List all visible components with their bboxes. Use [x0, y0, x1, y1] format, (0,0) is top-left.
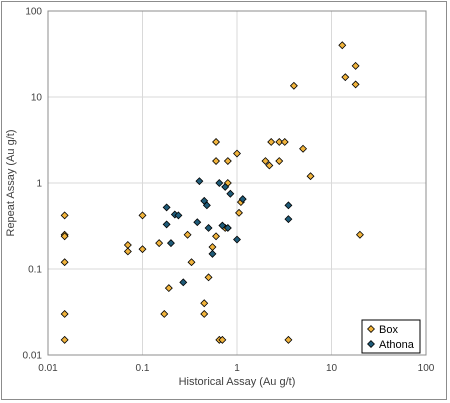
data-point-box	[138, 211, 147, 220]
data-point-box	[123, 247, 132, 256]
data-point-box	[351, 61, 360, 70]
data-point-athona	[284, 201, 293, 210]
data-point-box	[261, 157, 270, 166]
data-point-box	[155, 239, 164, 248]
data-point-box	[212, 232, 221, 241]
data-point-box	[208, 243, 217, 252]
data-point-athona	[284, 215, 293, 224]
x-axis-title: Historical Assay (Au g/t)	[179, 376, 296, 388]
y-tick-label: 0.01	[23, 351, 43, 362]
data-point-box	[164, 284, 173, 293]
data-point-box	[341, 73, 350, 82]
data-point-box	[233, 149, 241, 158]
data-point-athona	[162, 203, 171, 212]
data-point-athona	[208, 249, 217, 258]
data-point-athona	[223, 224, 232, 232]
y-tick-label: 1	[36, 179, 42, 190]
data-point-box	[218, 335, 227, 344]
data-points	[60, 41, 364, 344]
plot-area-border	[47, 10, 427, 356]
data-point-box	[212, 157, 221, 166]
data-point-athona	[238, 195, 247, 204]
data-point-box	[299, 144, 308, 153]
legend-marker-athona	[367, 340, 375, 348]
data-point-box	[160, 310, 169, 318]
data-point-box	[267, 138, 276, 146]
data-point-box	[284, 335, 293, 344]
legend-label-athona: Athona	[379, 339, 415, 351]
legend-box	[361, 319, 421, 354]
data-point-box	[60, 258, 69, 267]
data-point-box	[306, 172, 315, 181]
y-tick-label: 0.1	[28, 265, 42, 276]
data-point-box	[223, 157, 232, 166]
data-point-athona	[193, 218, 202, 227]
legend: Box Athona	[361, 319, 421, 354]
data-point-box	[60, 232, 69, 241]
data-point-box	[355, 230, 364, 239]
x-tick-label: 10	[326, 363, 338, 374]
data-point-athona	[179, 278, 188, 287]
data-point-athona	[162, 220, 171, 229]
data-point-box	[275, 138, 284, 146]
x-tick-label: 0.01	[38, 363, 58, 374]
data-point-box	[183, 230, 192, 239]
data-point-box	[187, 258, 196, 267]
data-point-athona	[195, 177, 204, 186]
data-point-box	[60, 211, 69, 220]
y-axis-title: Repeat Assay (Au g/t)	[5, 130, 17, 237]
legend-marker-box	[367, 325, 375, 333]
data-point-box	[138, 245, 147, 254]
data-point-box	[280, 138, 289, 146]
data-point-athona	[174, 211, 183, 220]
data-point-box	[204, 273, 213, 282]
data-point-box	[123, 241, 132, 249]
data-point-box	[275, 157, 284, 166]
x-tick-label: 100	[418, 363, 435, 374]
data-point-athona	[221, 182, 230, 191]
grid-lines	[47, 10, 427, 356]
data-point-box	[200, 310, 209, 318]
data-point-box	[338, 41, 347, 50]
data-point-athona	[166, 239, 175, 248]
y-tick-label: 10	[31, 93, 43, 104]
data-point-box	[212, 138, 221, 146]
data-point-box	[60, 310, 69, 318]
data-point-athona	[218, 221, 227, 230]
data-point-athona	[226, 189, 235, 198]
x-tick-label: 0.1	[136, 363, 150, 374]
data-point-box	[60, 335, 69, 344]
axis-tick-labels: 0.01 0.1 1 10 100 0.01 0.1 1 10 100	[23, 7, 435, 375]
data-point-box	[351, 80, 360, 89]
data-point-athona	[233, 235, 241, 244]
data-point-box	[200, 299, 209, 308]
data-point-box	[289, 81, 298, 90]
y-tick-label: 100	[25, 7, 42, 18]
legend-label-box: Box	[379, 324, 398, 336]
data-point-box	[235, 208, 243, 217]
data-point-box	[265, 161, 274, 170]
data-point-athona	[202, 201, 211, 210]
data-point-athona	[204, 224, 213, 232]
data-point-athona	[215, 179, 224, 187]
x-tick-label: 1	[234, 363, 240, 374]
